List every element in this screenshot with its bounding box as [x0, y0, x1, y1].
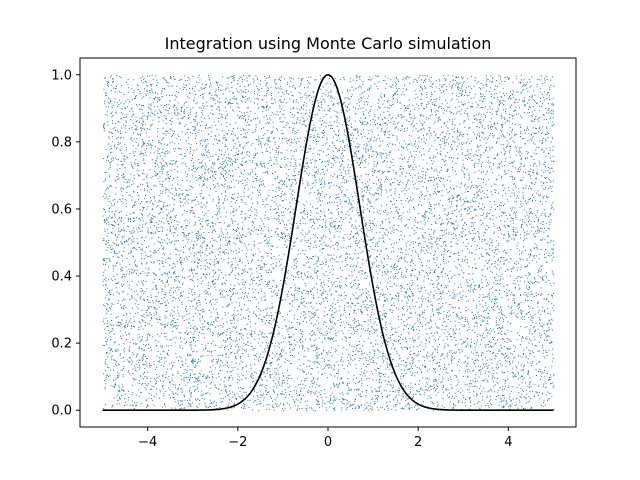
y-tick-label: 0.0 — [51, 404, 72, 419]
x-tick-label: 4 — [504, 435, 512, 450]
sample-dots — [102, 74, 555, 412]
x-axis: −4 −2 0 2 4 — [138, 427, 513, 450]
sample-points — [102, 74, 555, 412]
x-tick-label: −4 — [138, 435, 157, 450]
y-tick-label: 0.2 — [51, 337, 72, 352]
y-axis: 0.0 0.2 0.4 0.6 0.8 1.0 — [51, 68, 80, 419]
chart-title: Integration using Monte Carlo simulation — [165, 34, 492, 53]
gaussian-curve — [102, 73, 554, 412]
plot-frame — [79, 57, 577, 428]
y-tick-label: 0.8 — [51, 135, 72, 150]
x-tick-label: 2 — [414, 435, 422, 450]
y-tick-label: 0.6 — [51, 202, 72, 217]
x-tick-label: −2 — [228, 435, 247, 450]
x-tick-label: 0 — [324, 435, 332, 450]
y-tick-label: 0.4 — [51, 270, 72, 285]
y-tick-label: 1.0 — [51, 68, 72, 83]
